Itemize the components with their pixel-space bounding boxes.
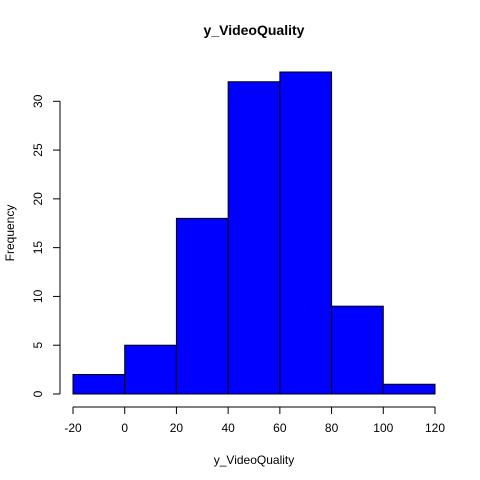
x-tick-label-1: 0	[121, 421, 128, 435]
histogram-bar-1	[124, 344, 177, 395]
x-axis: -20 0 20 40 60 80 100 120	[64, 406, 445, 435]
x-axis-label: y_VideoQuality	[214, 453, 295, 467]
y-tick-label-4: 20	[31, 192, 45, 206]
histogram-bar-0	[72, 373, 126, 395]
y-tick-label-3: 15	[31, 241, 45, 255]
chart-title: y_VideoQuality	[204, 22, 305, 38]
x-tick-label-4: 60	[273, 421, 287, 435]
histogram-bar-6	[382, 383, 436, 395]
y-tick-label-0: 0	[31, 390, 45, 397]
y-tick-label-5: 25	[31, 143, 45, 157]
histogram-bar-2	[175, 217, 229, 395]
bars-group	[72, 71, 436, 395]
histogram-bar-3	[227, 81, 281, 395]
histogram-bar-4	[279, 71, 333, 395]
y-tick-label-2: 10	[31, 289, 45, 303]
histogram-bar-5	[331, 305, 384, 395]
x-tick-label-7: 120	[425, 421, 445, 435]
y-tick-label-6: 30	[31, 94, 45, 108]
x-tick-label-3: 40	[221, 421, 235, 435]
x-tick-label-0: -20	[64, 421, 82, 435]
y-axis-label: Frequency	[3, 205, 17, 262]
y-tick-label-1: 5	[31, 342, 45, 349]
y-axis: 0 5 10 15 20 25 30	[31, 94, 61, 397]
x-tick-label-5: 80	[325, 421, 339, 435]
x-tick-label-6: 100	[373, 421, 393, 435]
x-tick-label-2: 20	[170, 421, 184, 435]
